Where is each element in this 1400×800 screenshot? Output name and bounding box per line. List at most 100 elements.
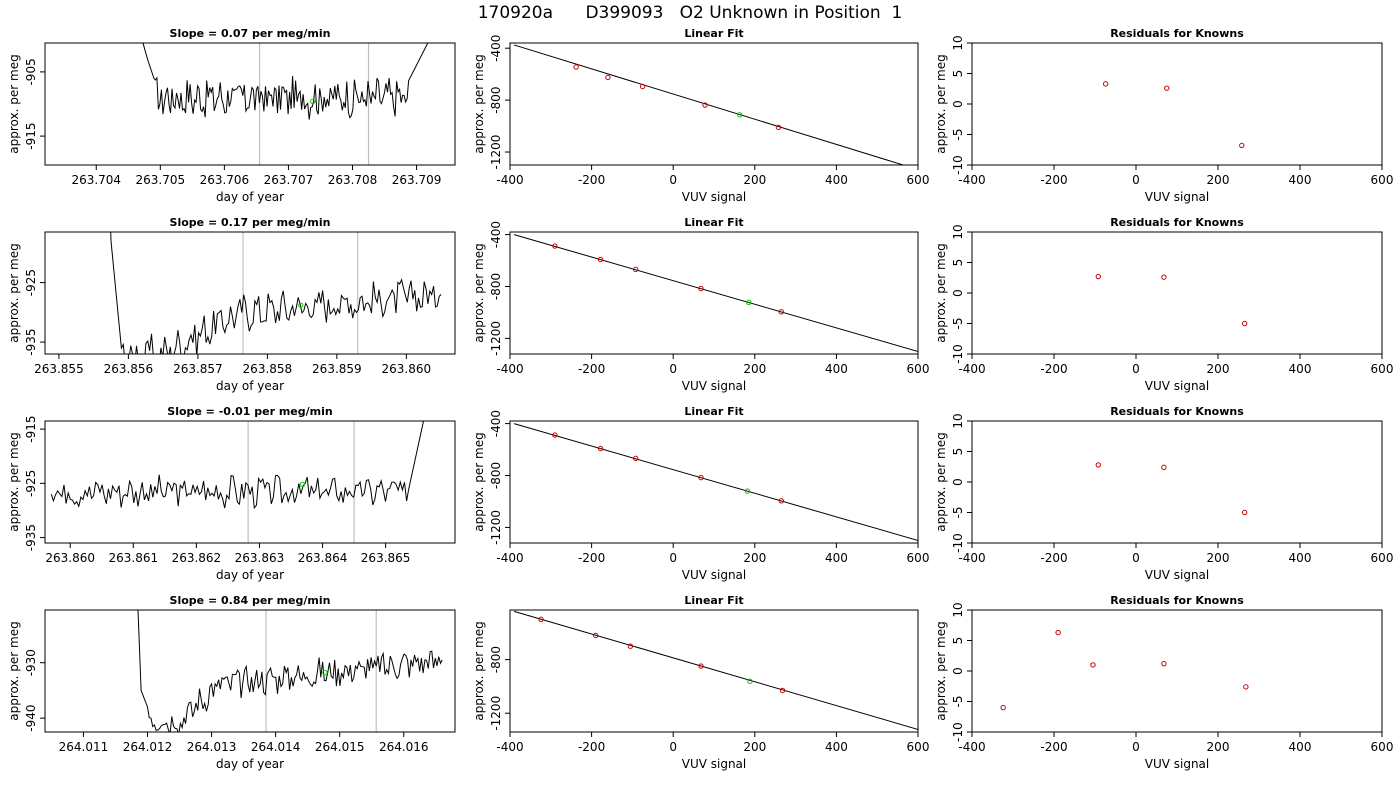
x-tick-label: 264.013 xyxy=(187,740,237,754)
y-tick-label: 0 xyxy=(951,667,965,675)
chart-panel: Slope = -0.01 per meg/min 263.860 263.861 2… xyxy=(7,405,456,582)
y-tick-label: 10 xyxy=(951,413,965,428)
y-tick-label: 10 xyxy=(951,224,965,239)
y-tick-label: 5 xyxy=(951,637,965,645)
chart-panel: Linear Fit -400 -200 0 200 400 600 -400 -800 -120… xyxy=(472,27,929,204)
chart-panel: Linear Fit -400 -200 0 200 400 600 -400 -800 -120… xyxy=(472,216,929,393)
y-tick-label: 10 xyxy=(951,35,965,50)
x-tick-label: -400 xyxy=(958,740,985,754)
plot-area xyxy=(1095,273,1248,327)
x-axis-label: day of year xyxy=(216,190,284,204)
plot-frame xyxy=(971,609,1383,733)
x-tick-label: 400 xyxy=(825,740,848,754)
x-tick-label: 200 xyxy=(743,740,766,754)
x-tick-label: 0 xyxy=(1132,740,1140,754)
residual-point xyxy=(1241,320,1248,327)
unknown-point xyxy=(310,98,316,105)
plot-area xyxy=(513,44,905,165)
residual-point xyxy=(1161,660,1167,667)
chart-panel: Slope = 0.17 per meg/min 263.855 263.856 26… xyxy=(7,216,456,393)
plot-frame xyxy=(509,42,919,166)
x-axis-label: VUV signal xyxy=(1145,379,1210,393)
data-series-line xyxy=(142,43,429,120)
plot-frame xyxy=(509,231,919,355)
residual-point xyxy=(1241,509,1248,516)
x-tick-label: -400 xyxy=(496,551,523,565)
plot-area xyxy=(513,423,918,542)
plot-area xyxy=(513,610,918,730)
x-tick-label: 263.705 xyxy=(136,173,186,187)
unknown-point xyxy=(737,112,743,118)
residual-point xyxy=(1102,81,1109,87)
x-tick-label: 600 xyxy=(1371,551,1394,565)
known-point xyxy=(627,643,634,649)
x-tick-label: 600 xyxy=(907,740,930,754)
unknown-point xyxy=(299,481,306,488)
x-tick-label: 200 xyxy=(743,551,766,565)
x-tick-label: -200 xyxy=(578,551,605,565)
x-tick-label: 264.014 xyxy=(251,740,301,754)
residual-point xyxy=(1164,85,1170,91)
y-tick-label: -800 xyxy=(489,273,503,300)
plot-frame xyxy=(44,42,456,166)
y-tick-label: -10 xyxy=(951,722,965,742)
x-tick-label: 400 xyxy=(825,551,848,565)
x-tick-label: -400 xyxy=(496,740,523,754)
residual-point xyxy=(1161,274,1167,280)
plot-frame xyxy=(509,420,919,544)
y-tick-label: 0 xyxy=(951,100,965,108)
y-axis-label: approx. per meg xyxy=(934,621,948,720)
plot-frame xyxy=(971,42,1383,166)
x-tick-label: 263.860 xyxy=(382,362,432,376)
residual-point xyxy=(1095,273,1101,280)
known-point xyxy=(778,309,785,315)
known-point xyxy=(573,64,579,70)
panel-title: Linear Fit xyxy=(684,216,743,229)
known-point xyxy=(775,124,782,131)
x-tick-label: 263.859 xyxy=(312,362,362,376)
chart-panel: Residuals for Knowns -400 -200 0 200 400 600 -1… xyxy=(934,216,1393,393)
x-tick-label: 263.861 xyxy=(108,551,158,565)
known-point xyxy=(597,445,604,452)
y-tick-label: 5 xyxy=(951,448,965,456)
y-tick-label: -925 xyxy=(24,269,38,296)
x-tick-label: 263.865 xyxy=(361,551,411,565)
y-tick-label: -10 xyxy=(951,344,965,364)
y-tick-label: -1200 xyxy=(489,321,503,356)
y-tick-label: -915 xyxy=(24,122,38,149)
y-tick-label: 0 xyxy=(951,478,965,486)
y-tick-label: -5 xyxy=(951,129,965,141)
residual-point xyxy=(1055,629,1061,636)
fit-line xyxy=(513,234,918,353)
known-point xyxy=(698,474,704,481)
known-point xyxy=(778,498,785,504)
x-tick-label: 600 xyxy=(1371,173,1394,187)
x-tick-label: -400 xyxy=(958,173,985,187)
x-tick-label: -200 xyxy=(578,362,605,376)
panel-title: Linear Fit xyxy=(684,405,743,418)
x-tick-label: -200 xyxy=(1040,362,1067,376)
y-tick-label: -400 xyxy=(489,221,503,248)
known-point xyxy=(552,243,558,249)
x-tick-label: -400 xyxy=(958,362,985,376)
x-tick-label: -200 xyxy=(1040,740,1067,754)
plot-area xyxy=(1000,629,1249,711)
x-tick-label: 600 xyxy=(907,362,930,376)
x-axis-label: VUV signal xyxy=(682,757,747,771)
x-tick-label: 263.857 xyxy=(173,362,223,376)
x-tick-label: 0 xyxy=(669,173,677,187)
y-tick-label: 10 xyxy=(951,602,965,617)
x-tick-label: 0 xyxy=(669,362,677,376)
known-point xyxy=(632,455,639,462)
x-tick-label: 200 xyxy=(1207,362,1230,376)
x-tick-label: 263.863 xyxy=(235,551,285,565)
x-tick-label: 400 xyxy=(1289,173,1312,187)
known-point xyxy=(698,285,704,292)
residual-point xyxy=(1243,684,1249,690)
fit-line xyxy=(513,423,918,542)
known-point xyxy=(592,632,599,639)
y-tick-label: -1200 xyxy=(489,510,503,545)
y-axis-label: approx. per meg xyxy=(7,432,21,531)
plot-frame xyxy=(44,609,456,733)
y-tick-label: -400 xyxy=(489,35,503,62)
